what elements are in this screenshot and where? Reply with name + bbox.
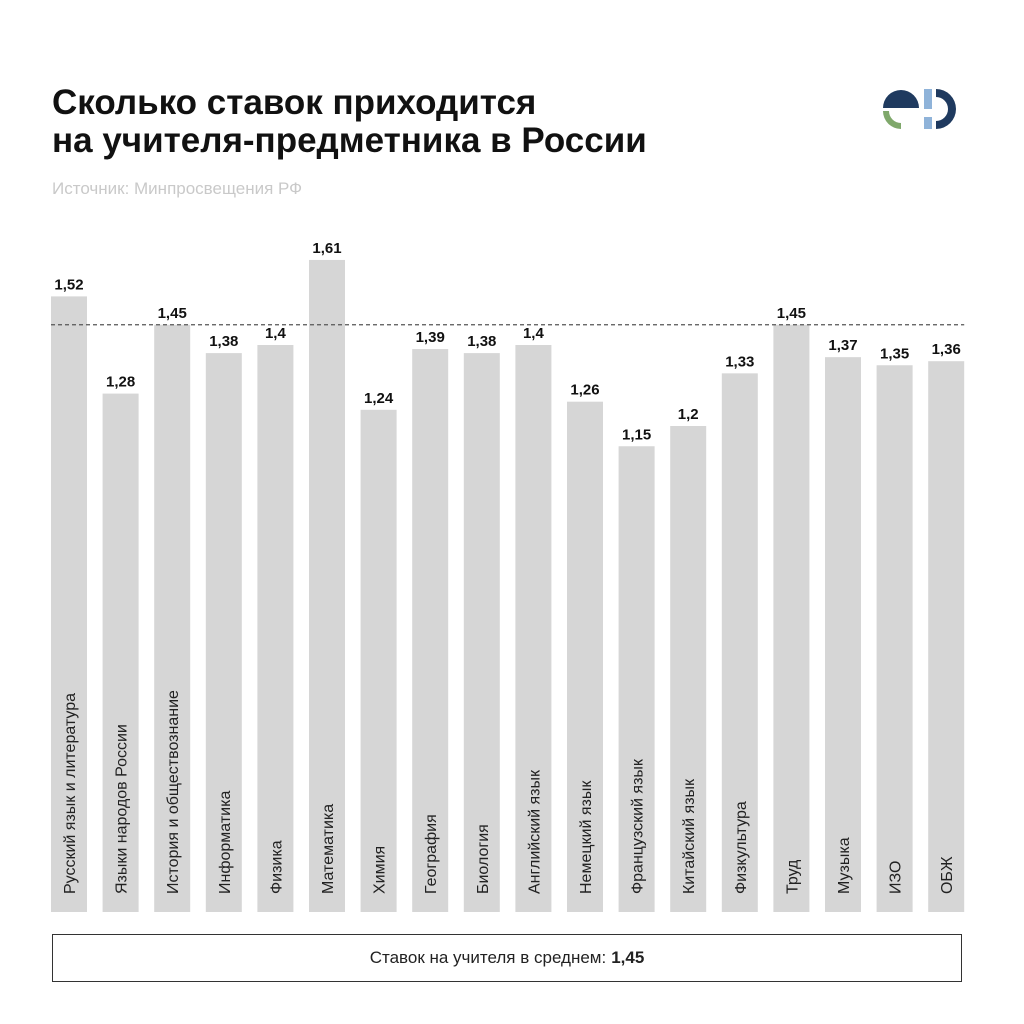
bar-5 [257, 345, 294, 912]
chart-source: Источник: Минпросвещения РФ [52, 179, 303, 198]
value-label-4: 1,38 [209, 333, 238, 350]
bar-16 [825, 357, 861, 912]
bar-15 [773, 324, 810, 912]
bar-18 [928, 361, 965, 912]
ed-logo-icon [883, 89, 956, 129]
chart-title-line-1: Сколько ставок приходится [52, 83, 537, 122]
category-label-6: Математика [320, 804, 337, 894]
bars-group [51, 259, 965, 913]
bar-12 [618, 446, 655, 912]
category-label-7: Химия [372, 846, 389, 894]
value-label-3: 1,45 [158, 305, 187, 322]
value-label-13: 1,2 [678, 406, 699, 423]
value-label-11: 1,26 [570, 382, 599, 399]
value-label-12: 1,15 [622, 426, 651, 443]
category-label-3: История и обществознание [165, 690, 182, 894]
average-summary-value: 1,45 [611, 948, 645, 967]
value-label-7: 1,24 [364, 390, 394, 407]
bar-11 [567, 401, 603, 912]
bar-14 [721, 373, 758, 913]
category-label-1: Русский язык и литература [62, 693, 79, 894]
value-label-8: 1,39 [416, 329, 445, 346]
category-label-15: Труд [784, 859, 801, 894]
bar-10 [515, 345, 552, 912]
value-label-1: 1,52 [54, 276, 83, 293]
category-label-9: Биология [475, 824, 492, 894]
category-label-8: География [423, 814, 440, 894]
average-summary-box: Ставок на учителя в среднем: 1,45 [52, 934, 962, 982]
bar-4 [205, 353, 242, 913]
category-label-16: Музыка [836, 837, 853, 894]
value-label-5: 1,4 [265, 325, 287, 342]
category-labels-group: Русский язык и литература Языки народов Р… [62, 690, 956, 894]
category-label-11: Немецкий язык [578, 780, 595, 894]
bar-6 [309, 259, 345, 912]
category-label-2: Языки народов России [114, 724, 131, 894]
bar-13 [670, 426, 707, 912]
logo-right-arc [936, 89, 956, 129]
bar-1 [51, 296, 87, 912]
bar-3 [154, 324, 191, 912]
bar-17 [876, 365, 913, 912]
category-label-13: Китайский язык [681, 778, 698, 894]
value-label-14: 1,33 [725, 353, 754, 370]
chart-title: Сколько ставок приходится на учителя-пре… [52, 84, 752, 160]
value-labels-group: 1,52 1,28 1,45 1,38 1,4 1,61 1,24 1,39 1,38 1,4 1,… [54, 240, 960, 443]
category-label-14: Физкультура [733, 801, 750, 894]
average-summary-label: Ставок на учителя в среднем: [369, 948, 607, 967]
logo-dot-light [924, 117, 932, 129]
value-label-10: 1,4 [523, 325, 545, 342]
bar-chart: 1,52 1,28 1,45 1,38 1,4 1,61 1,24 1,39 1,38 1,4 1,… [51, 240, 965, 913]
chart-title-line-2: на учителя-предметника в России [52, 121, 647, 160]
category-label-17: ИЗО [888, 861, 905, 894]
bar-7 [360, 409, 397, 912]
value-label-16: 1,37 [828, 337, 857, 354]
category-label-4: Информатика [217, 791, 234, 894]
category-label-12: Французский язык [630, 758, 647, 894]
logo-top-half [883, 90, 919, 108]
value-label-9: 1,38 [467, 333, 496, 350]
value-label-6: 1,61 [312, 240, 341, 257]
value-label-15: 1,45 [777, 305, 806, 322]
bar-9 [463, 353, 500, 913]
logo-bar-light [924, 89, 932, 109]
bar-8 [412, 349, 449, 912]
category-label-18: ОБЖ [939, 856, 956, 894]
category-label-5: Физика [268, 840, 285, 894]
value-label-17: 1,35 [880, 345, 909, 362]
value-label-18: 1,36 [932, 341, 961, 358]
logo-bottom-arc [883, 111, 901, 129]
category-label-10: Английский язык [526, 769, 543, 894]
value-label-2: 1,28 [106, 374, 135, 391]
bar-2 [102, 393, 139, 913]
